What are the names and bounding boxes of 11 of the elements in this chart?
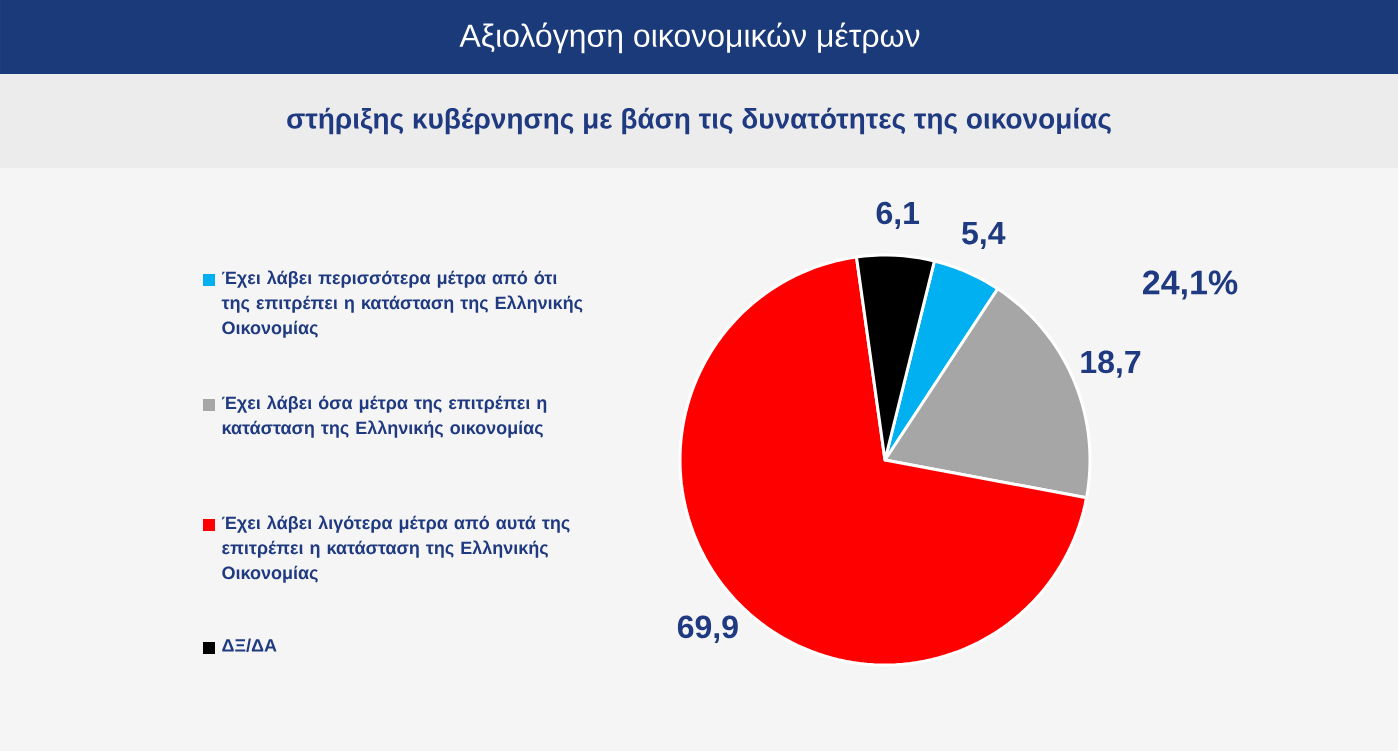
text: 24,1%	[1142, 270, 1238, 300]
data-label: 5,4	[962, 222, 1006, 250]
chart-subtitle: στήριξης κυβέρνησης με βάση τις δυνατότητες της οικονομίας	[287, 107, 1111, 135]
legend-label: ΔΞ/ΔΑ	[222, 638, 277, 652]
legend-label: Έχει λάβει λιγότερα μέτρα από αυτά της επιτρέπει η κατάσταση της Ελληνικής Οικονομίας	[221, 515, 570, 583]
chart-title: Αξιολόγηση οικονομικών μέτρων	[459, 22, 920, 54]
legend-label: Έχει λάβει όσα μέτρα της επιτρέπει η κατάσταση της Ελληνικής οικονομίας	[221, 395, 547, 438]
data-label: 18,7	[1081, 350, 1141, 378]
data-label: 6,1	[876, 201, 920, 229]
legend-label: Έχει λάβει περισσότερα μέτρα από ότι της επιτρέπει η κατάσταση της Ελληνικής Οικονομίας	[221, 270, 583, 338]
data-label: 69,9	[677, 615, 738, 643]
